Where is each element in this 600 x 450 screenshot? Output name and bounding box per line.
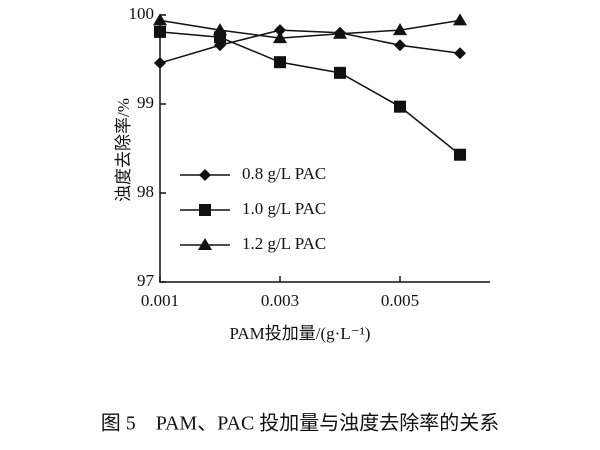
- series-line: [159, 29, 461, 64]
- marker: [453, 13, 467, 26]
- caption: 图 5 PAM、PAC 投加量与浊度去除率的关系: [101, 412, 500, 435]
- marker: [213, 23, 227, 36]
- series-line: [159, 19, 461, 39]
- marker: [454, 148, 466, 161]
- marker: [274, 24, 286, 37]
- legend-label: 1.2 g/L PAC: [242, 234, 326, 253]
- marker: [154, 57, 166, 70]
- x-tick-label: 0.005: [381, 291, 419, 310]
- marker: [199, 169, 211, 181]
- marker: [393, 23, 407, 36]
- marker: [334, 66, 346, 79]
- marker: [394, 100, 406, 113]
- marker: [454, 47, 466, 60]
- marker: [394, 39, 406, 52]
- marker: [199, 204, 211, 216]
- x-axis-label: PAM投加量/(g·L⁻¹): [230, 324, 371, 343]
- marker: [153, 13, 167, 26]
- x-tick-label: 0.001: [141, 291, 179, 310]
- marker: [333, 26, 347, 39]
- y-tick-label: 100: [129, 4, 155, 23]
- marker: [154, 25, 166, 38]
- series-line: [159, 31, 461, 156]
- legend-label: 1.0 g/L PAC: [242, 199, 326, 218]
- x-tick-label: 0.003: [261, 291, 299, 310]
- marker: [198, 238, 212, 250]
- y-tick-label: 99: [137, 93, 154, 112]
- y-tick-label: 98: [137, 182, 154, 201]
- marker: [274, 56, 286, 69]
- y-axis-label: 浊度去除率/%: [114, 98, 133, 202]
- y-tick-label: 97: [137, 271, 155, 290]
- marker: [273, 31, 287, 44]
- legend-label: 0.8 g/L PAC: [242, 164, 326, 183]
